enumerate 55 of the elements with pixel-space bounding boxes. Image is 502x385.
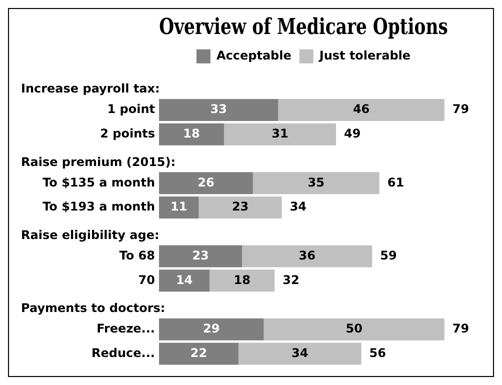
annotation: Raise eligibility age:: [21, 228, 160, 242]
bar: [242, 245, 372, 268]
data-label: 23: [232, 200, 249, 214]
chart-title: Overview of Medicare Options: [159, 12, 448, 40]
data-label: 26: [198, 175, 214, 190]
data-label: 18: [234, 272, 250, 287]
total-label: 79: [452, 102, 470, 116]
bar: [159, 245, 242, 268]
total-label: 59: [380, 248, 397, 262]
y-tick-label: To $193 a month: [42, 200, 155, 214]
data-label: 18: [183, 126, 200, 140]
data-label: 11: [170, 200, 188, 214]
data-label: 50: [346, 322, 362, 336]
total-label: 61: [387, 175, 404, 190]
total-label: 32: [282, 272, 300, 287]
data-label: 34: [292, 346, 308, 360]
bar: [159, 342, 238, 365]
bar: [159, 270, 210, 292]
data-label: 23: [192, 248, 209, 262]
bar: [159, 98, 278, 121]
annotation: Increase payroll tax:: [21, 82, 160, 96]
y-tick-label: To $135 a month: [42, 175, 155, 190]
bar: [210, 270, 275, 292]
data-label: 29: [203, 322, 220, 336]
y-tick-label: Reduce...: [92, 346, 155, 360]
data-label: 46: [352, 102, 370, 116]
y-tick-label: 1 point: [107, 102, 156, 116]
data-label: 31: [272, 126, 288, 140]
y-tick-label: 2 points: [100, 126, 155, 140]
bar: [278, 98, 444, 121]
data-label: 14: [176, 272, 193, 287]
y-tick-label: 70: [138, 272, 155, 287]
total-label: 56: [369, 346, 386, 360]
bar: [159, 196, 199, 219]
bar: [252, 172, 380, 194]
bar: [159, 172, 253, 194]
bar: [159, 318, 264, 340]
bar: [198, 196, 282, 219]
total-label: 79: [452, 322, 470, 336]
y-tick-label: Freeze...: [96, 322, 155, 336]
bar: [238, 342, 362, 365]
data-label: 36: [298, 248, 316, 262]
data-label: 33: [210, 102, 227, 116]
bar: [264, 318, 444, 340]
total-label: 49: [344, 126, 361, 140]
y-tick-label: To 68: [119, 248, 155, 262]
bar: [159, 123, 224, 146]
legend-label: Just tolerable: [318, 48, 411, 63]
legend-label: Acceptable: [216, 48, 292, 63]
annotation: Raise premium (2015):: [21, 154, 176, 169]
data-label: 22: [190, 346, 208, 360]
data-label: 35: [308, 175, 324, 190]
annotation: Payments to doctors:: [21, 301, 166, 316]
total-label: 34: [290, 200, 307, 214]
bar: [224, 123, 336, 146]
